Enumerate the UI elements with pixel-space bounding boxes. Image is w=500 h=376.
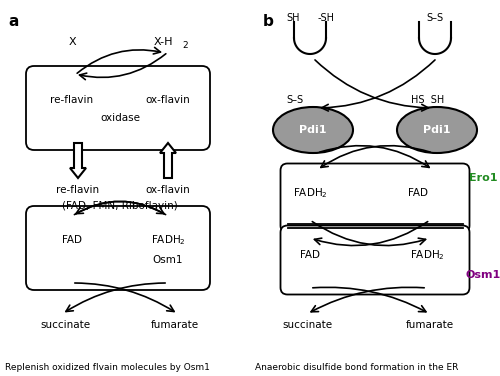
Text: S–S: S–S — [426, 13, 444, 23]
Text: 2: 2 — [182, 41, 188, 50]
Text: b: b — [263, 14, 274, 29]
Text: FAD: FAD — [300, 250, 320, 260]
Text: X: X — [68, 37, 76, 47]
Ellipse shape — [273, 107, 353, 153]
Text: ox-flavin: ox-flavin — [146, 95, 190, 105]
Text: Osm1: Osm1 — [466, 270, 500, 280]
Text: ox-flavin: ox-flavin — [146, 185, 190, 195]
Text: HS  SH: HS SH — [412, 95, 444, 105]
FancyBboxPatch shape — [280, 226, 469, 294]
Text: fumarate: fumarate — [151, 320, 199, 330]
Text: oxidase: oxidase — [100, 113, 140, 123]
Text: Pdi1: Pdi1 — [423, 125, 451, 135]
Text: re-flavin: re-flavin — [50, 95, 94, 105]
Text: succinate: succinate — [282, 320, 332, 330]
Text: FADH$_2$: FADH$_2$ — [410, 248, 444, 262]
Text: succinate: succinate — [40, 320, 90, 330]
Ellipse shape — [397, 107, 477, 153]
Polygon shape — [160, 143, 176, 178]
Text: FADH$_2$: FADH$_2$ — [292, 186, 328, 200]
Text: Osm1: Osm1 — [153, 255, 183, 265]
Text: Pdi1: Pdi1 — [299, 125, 327, 135]
Text: S–S: S–S — [286, 95, 304, 105]
Text: FAD: FAD — [408, 188, 428, 198]
Text: SH: SH — [286, 13, 300, 23]
Text: X-H: X-H — [153, 37, 173, 47]
Polygon shape — [70, 143, 86, 178]
FancyBboxPatch shape — [26, 206, 210, 290]
Text: Anaerobic disulfide bond formation in the ER: Anaerobic disulfide bond formation in th… — [255, 364, 458, 373]
Text: a: a — [8, 14, 18, 29]
Text: FADH$_2$: FADH$_2$ — [150, 233, 186, 247]
FancyBboxPatch shape — [26, 66, 210, 150]
Text: -SH: -SH — [318, 13, 335, 23]
Text: Replenish oxidized flvain molecules by Osm1: Replenish oxidized flvain molecules by O… — [5, 364, 210, 373]
Text: re-flavin: re-flavin — [56, 185, 100, 195]
FancyBboxPatch shape — [280, 164, 469, 232]
Text: Ero1: Ero1 — [469, 173, 497, 183]
Text: fumarate: fumarate — [406, 320, 454, 330]
Text: FAD: FAD — [62, 235, 82, 245]
Text: (FAD, FMN, Riboflavin): (FAD, FMN, Riboflavin) — [62, 200, 178, 210]
